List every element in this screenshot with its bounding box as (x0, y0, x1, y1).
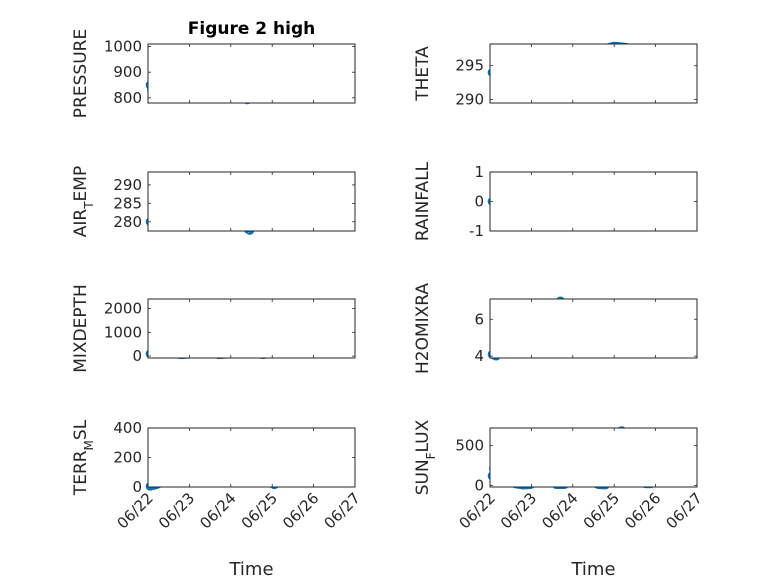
x-tick-label: 06/23 (497, 489, 540, 532)
axes-box (489, 298, 698, 359)
y-axis-label: THETA (413, 46, 433, 102)
y-tick-label: 290 (113, 176, 142, 194)
y-axis-label: MIXDEPTH (71, 284, 91, 373)
x-tick-label: 06/25 (580, 489, 623, 532)
y-axis-label: PRESSURE (71, 29, 91, 118)
x-tick-label: 06/27 (321, 489, 364, 532)
y-tick-label: 6 (474, 310, 484, 328)
x-tick-label: 06/24 (538, 489, 581, 532)
y-tick-label: 400 (113, 419, 142, 437)
axes-box (489, 171, 698, 232)
x-tick-label: 06/22 (456, 489, 499, 532)
subplot-8: 0 500 SUNFLUX 06/2206/2306/2406/2506/2606/2… (413, 419, 706, 580)
subplot-5: 0 1000 2000 MIXDEPTH (71, 284, 356, 373)
y-tick-label: 500 (455, 437, 484, 455)
axes-box (147, 298, 356, 359)
x-axis-label: Time (570, 559, 615, 580)
y-tick-label: 285 (113, 194, 142, 212)
chart-title: Figure 2 high (188, 19, 316, 39)
y-axis-label: SUNFLUX (413, 419, 438, 495)
y-tick-label: 0 (132, 478, 142, 496)
axes-box (147, 427, 356, 488)
y-axis-label: RAINFALL (413, 161, 433, 241)
axes-box (489, 43, 698, 104)
y-tick-label: 0 (474, 193, 484, 211)
axes-box (147, 43, 356, 104)
subplot-2: 290 295 THETA (413, 41, 698, 109)
subplot-4: -1 0 1 RAINFALL (413, 161, 698, 241)
y-tick-label: 1000 (104, 323, 142, 341)
axes-box (489, 427, 698, 488)
y-tick-label: 0 (132, 347, 142, 365)
y-tick-label: 0 (474, 476, 484, 494)
x-tick-label: 06/27 (663, 489, 706, 532)
subplot-7: 0200400TERRMSL06/2206/2306/2406/2506/260… (71, 419, 364, 580)
y-tick-label: 200 (113, 449, 142, 467)
y-tick-label: 800 (113, 89, 142, 107)
y-axis-label: H2OMIXRA (413, 283, 433, 374)
axes-box (147, 171, 356, 232)
y-axis-label: TERRMSL (71, 419, 96, 496)
x-tick-label: 06/26 (279, 489, 322, 532)
y-tick-label: 900 (113, 63, 142, 81)
x-tick-label: 06/26 (621, 489, 664, 532)
y-tick-label: 4 (474, 347, 484, 365)
x-tick-label: 06/23 (155, 489, 198, 532)
y-tick-label: -1 (469, 222, 484, 240)
x-tick-label: 06/25 (238, 489, 281, 532)
subplot-6: 4 6 H2OMIXRA (413, 283, 698, 374)
y-tick-label: 2000 (104, 300, 142, 318)
y-tick-label: 1 (474, 163, 484, 181)
subplot-1: 800 900 1000 PRESSURE Figure 2 high (71, 19, 356, 118)
y-tick-label: 280 (113, 213, 142, 231)
y-tick-label: 1000 (104, 38, 142, 56)
y-tick-label: 295 (455, 57, 484, 75)
y-axis-label: AIRTEMP (71, 166, 96, 237)
y-tick-label: 290 (455, 91, 484, 109)
x-axis-label: Time (228, 559, 273, 580)
x-tick-label: 06/24 (196, 489, 239, 532)
